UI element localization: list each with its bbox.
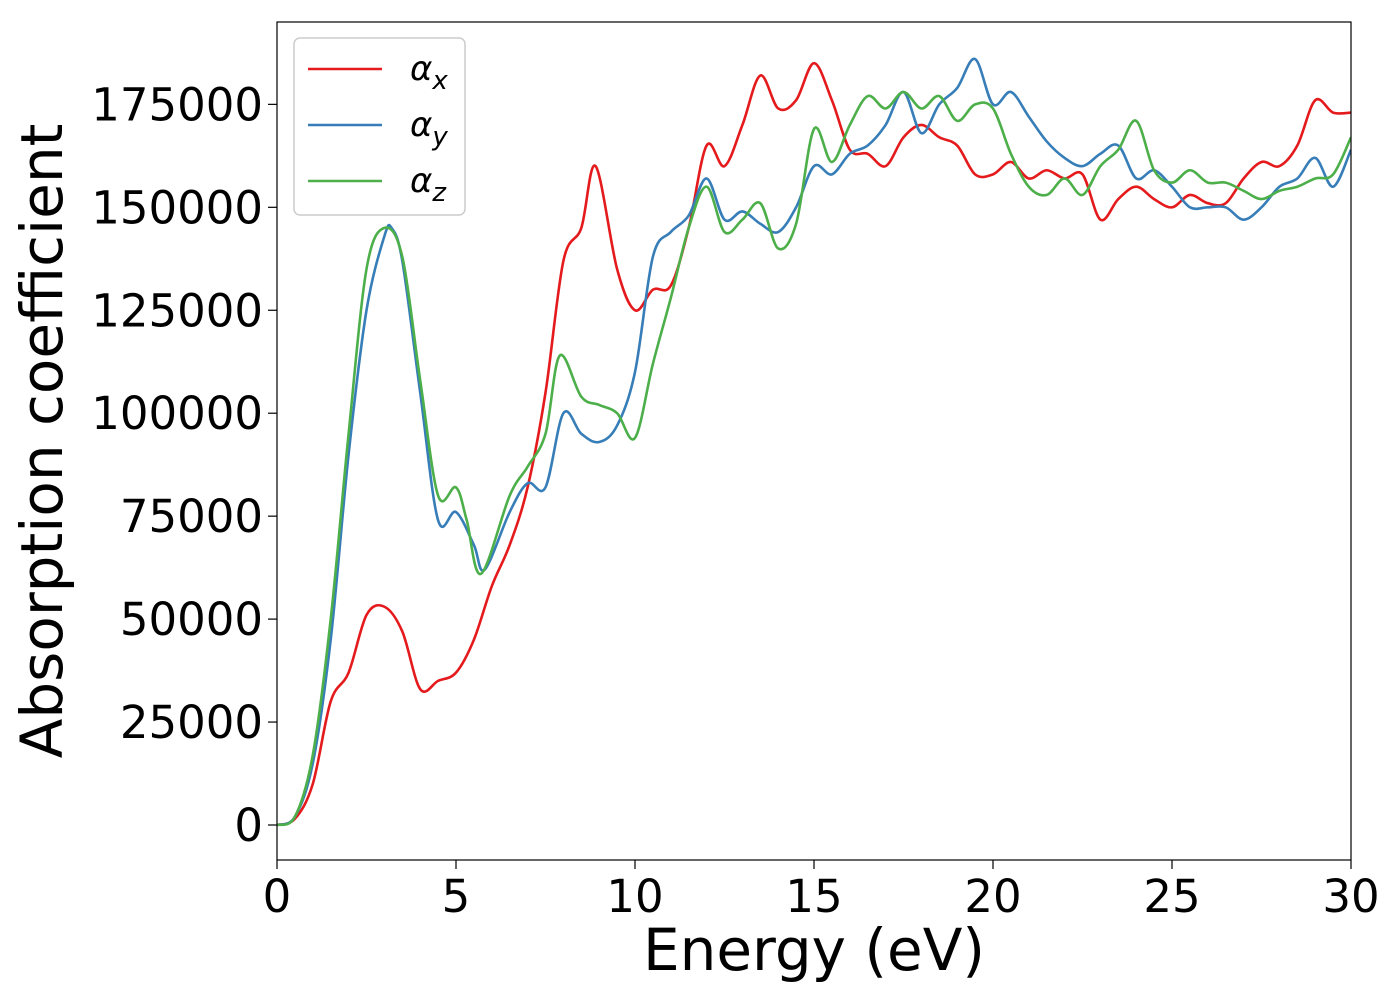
y-tick-label: 0 <box>234 799 263 852</box>
x-tick-label: 10 <box>606 870 663 923</box>
x-axis-title: Energy (eV) <box>643 916 985 984</box>
y-tick-label: 50000 <box>120 593 263 646</box>
x-tick-label: 20 <box>964 870 1021 923</box>
y-tick-label: 175000 <box>91 78 263 131</box>
series-line-alpha-x <box>277 61 1351 827</box>
y-axis: 0 25000 50000 75000 100000 125000 150000 175000 <box>91 78 277 852</box>
y-tick-label: 150000 <box>91 181 263 234</box>
legend: αx αy αz <box>293 37 466 216</box>
legend-label-alpha-y: αy <box>410 105 448 152</box>
x-tick-label: 0 <box>263 870 292 923</box>
x-tick-label: 15 <box>785 870 842 923</box>
legend-box <box>293 37 466 216</box>
x-tick-label: 30 <box>1322 870 1379 923</box>
x-tick-label: 5 <box>442 870 471 923</box>
y-axis-title: Absorption coefficient <box>8 124 76 759</box>
y-tick-label: 75000 <box>120 490 263 543</box>
legend-label-alpha-x: αx <box>410 49 448 96</box>
x-tick-label: 25 <box>1143 870 1200 923</box>
series-line-alpha-y <box>277 57 1351 827</box>
y-tick-label: 100000 <box>91 387 263 440</box>
y-tick-label: 25000 <box>120 696 263 749</box>
x-axis: 0 5 10 15 20 25 30 <box>263 860 1380 923</box>
legend-label-alpha-z: αz <box>410 161 447 208</box>
series-line-alpha-z <box>277 90 1351 827</box>
plot-area <box>277 57 1351 827</box>
y-tick-label: 125000 <box>91 284 263 337</box>
